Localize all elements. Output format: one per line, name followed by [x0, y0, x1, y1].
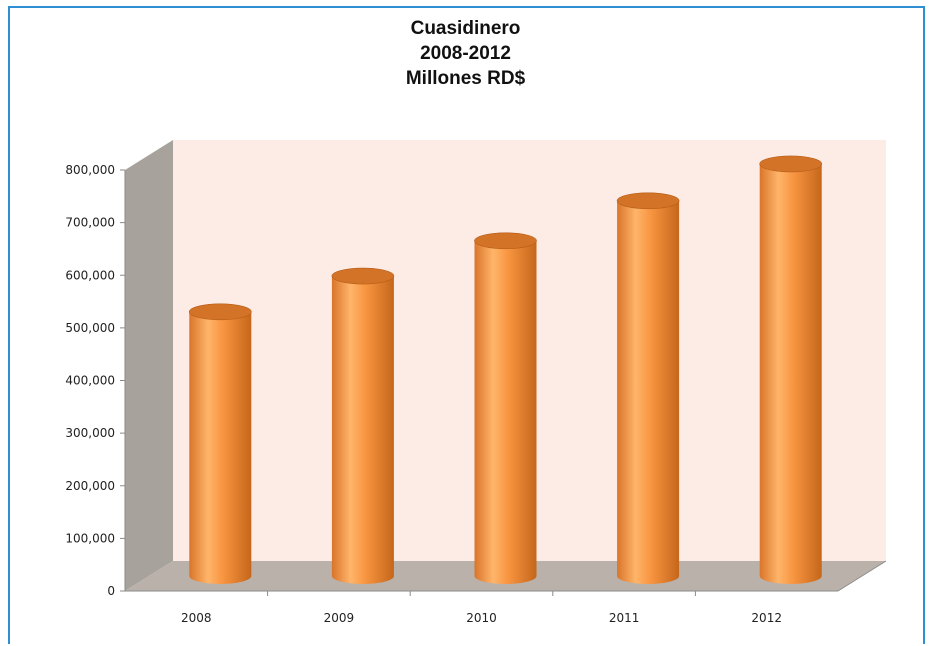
bar-top	[331, 267, 395, 285]
bar-body	[474, 240, 537, 584]
x-tick-label: 2008	[181, 611, 212, 625]
bar-body	[759, 163, 822, 585]
bar	[759, 155, 823, 585]
y-axis: 0 100,000 200,000 300,000 400,000 500,000 600,…	[65, 163, 126, 598]
y-tick-label: 300,000	[65, 426, 115, 440]
chart-unit-line: Millones RD$	[405, 68, 526, 89]
y-tick-label: 400,000	[65, 374, 115, 388]
chart-frame	[8, 6, 925, 644]
bar-top	[474, 232, 537, 250]
x-tick-label: 2009	[324, 611, 355, 625]
chart-subtitle: 2008-2012	[420, 43, 511, 64]
x-axis: 2008 2009 2010 2011 2012	[125, 560, 887, 625]
bars	[189, 155, 823, 585]
y-tick-label: 200,000	[65, 479, 115, 493]
y-tick-label: 500,000	[65, 321, 115, 335]
bar-top	[759, 155, 823, 173]
x-tick-label: 2012	[751, 611, 782, 625]
bar-top	[189, 303, 252, 321]
bar-body	[617, 200, 680, 584]
chart-title-block: Cuasidinero 2008-2012 Millones RD$	[0, 16, 931, 91]
x-tick-label: 2010	[466, 611, 497, 625]
bar	[189, 303, 252, 584]
y-tick-label: 800,000	[65, 163, 115, 177]
bar-body	[189, 311, 252, 584]
bar-body	[331, 276, 394, 584]
y-tick-label: 700,000	[65, 216, 115, 230]
floor-edge-line	[837, 560, 887, 592]
bar	[331, 267, 395, 584]
bar	[616, 192, 680, 584]
y-tick-label: 0	[107, 584, 115, 598]
x-tick-label: 2011	[609, 611, 640, 625]
bar-top	[616, 192, 680, 210]
chart-title: Cuasidinero	[410, 18, 521, 39]
y-tick-label: 600,000	[65, 268, 115, 282]
side-wall	[125, 140, 173, 591]
y-tick-label: 100,000	[65, 531, 115, 545]
bar	[474, 232, 537, 584]
